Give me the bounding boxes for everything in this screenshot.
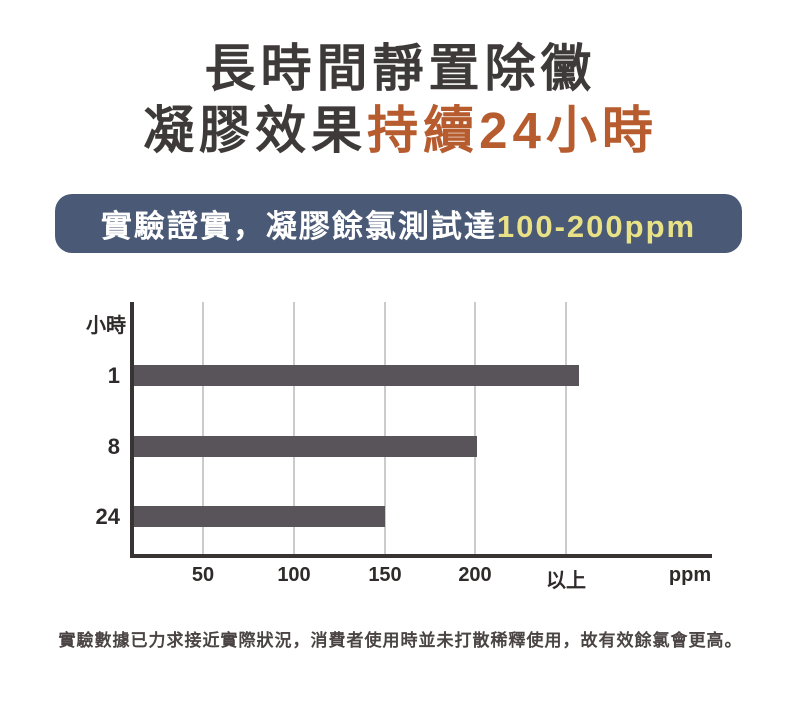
claim-banner-text-highlight: 100-200ppm [496, 209, 697, 244]
bar-1h [134, 365, 579, 386]
x-tick-150: 150 [368, 564, 402, 586]
claim-banner: 實驗證實，凝膠餘氯測試達100-200ppm [55, 194, 742, 253]
gridline-100 [293, 302, 295, 554]
x-tick-200: 200 [458, 564, 492, 586]
y-axis-line [130, 302, 134, 558]
category-label-1: 1 [107, 363, 120, 388]
category-label-24: 24 [95, 504, 120, 529]
title-line-2-accent: 持續24小時 [367, 102, 658, 159]
x-axis-unit-label: ppm [668, 564, 712, 586]
title-block: 長時間靜置除黴 凝膠效果持續24小時 [0, 38, 801, 162]
x-axis-line [130, 554, 712, 558]
claim-banner-text: 實驗證實，凝膠餘氯測試達100-200ppm [101, 201, 696, 246]
gridline-50 [202, 302, 204, 554]
claim-banner-text-white: 實驗證實，凝膠餘氯測試達 [100, 209, 497, 244]
bar-24h [134, 506, 385, 527]
title-line-2-dark: 凝膠效果 [143, 102, 368, 159]
x-tick-100: 100 [277, 564, 311, 586]
title-line-2: 凝膠效果持續24小時 [0, 100, 801, 162]
gridline-150 [384, 302, 386, 554]
y-axis-title: 小時 [86, 315, 126, 337]
category-label-8: 8 [107, 434, 120, 459]
x-tick-以上: 以上 [546, 570, 586, 592]
title-line-1: 長時間靜置除黴 [204, 40, 597, 97]
footer-note: 實驗數據已力求接近實際狀況，消費者使用時並未打散稀釋使用，故有效餘氯會更高。 [58, 631, 743, 650]
x-tick-50: 50 [191, 564, 215, 586]
gridline-200 [474, 302, 476, 554]
bar-8h [134, 436, 477, 457]
gridline-以上 [565, 302, 567, 554]
